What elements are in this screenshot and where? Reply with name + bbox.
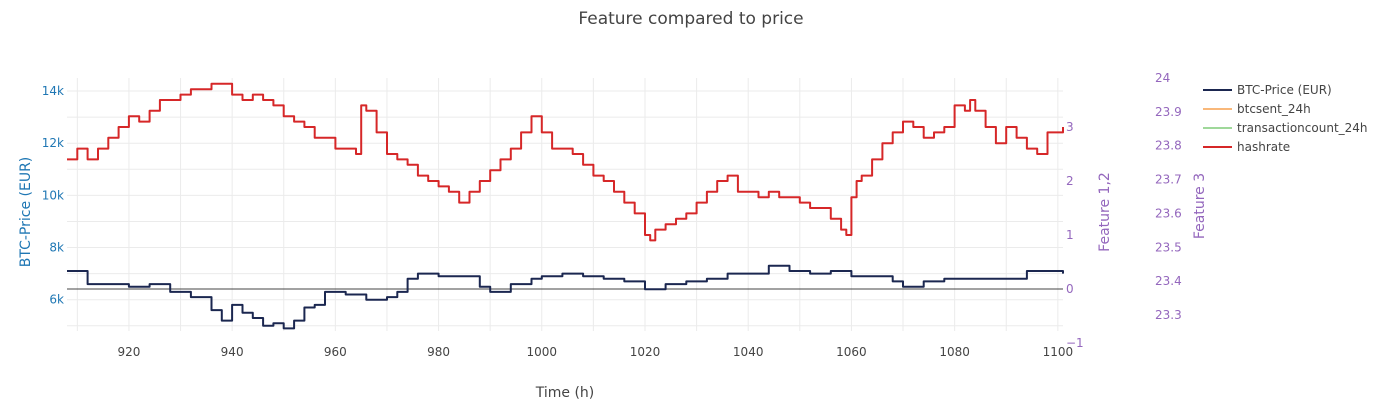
hashrate-line — [67, 82, 1064, 242]
y-axis-left: 6k 8k 10k 12k 14k — [42, 84, 64, 307]
y-right1-tick-label: 1 — [1066, 228, 1074, 242]
y-right2-tick-label: 23.6 — [1155, 206, 1182, 220]
x-tick-label: 980 — [427, 345, 450, 359]
y-right2-tick-label: 23.9 — [1155, 105, 1182, 119]
btc-price-eur-line — [67, 264, 1064, 330]
y-axis-right-1-title: Feature 1,2 — [1097, 172, 1113, 252]
legend-label: transactioncount_24h — [1237, 121, 1368, 135]
y-right2-tick-label: 23.8 — [1155, 139, 1182, 153]
legend-item[interactable]: btcsent_24h — [1203, 102, 1311, 116]
plot-area[interactable] — [67, 82, 1064, 330]
y-axis-right-2: 23.3 23.4 23.5 23.6 23.7 23.8 23.9 24 — [1155, 71, 1182, 322]
y-axis-left-title: BTC-Price (EUR) — [18, 157, 34, 268]
x-tick-label: 1080 — [939, 345, 970, 359]
legend-item[interactable]: hashrate — [1203, 140, 1290, 154]
x-tick-label: 1060 — [836, 345, 867, 359]
y-left-tick-label: 10k — [42, 188, 64, 202]
legend-label: BTC-Price (EUR) — [1237, 83, 1332, 97]
y-right1-tick-label: 3 — [1066, 120, 1074, 134]
y-right2-tick-label: 23.7 — [1155, 173, 1182, 187]
x-tick-label: 1000 — [527, 345, 558, 359]
chart-title: Feature compared to price — [578, 9, 803, 29]
y-right1-tick-label: −1 — [1066, 336, 1084, 350]
y-right2-tick-label: 23.3 — [1155, 308, 1182, 322]
y-right1-tick-label: 0 — [1066, 282, 1074, 296]
y-right2-tick-label: 23.4 — [1155, 274, 1182, 288]
x-axis-title: Time (h) — [535, 385, 595, 401]
y-right2-tick-label: 23.5 — [1155, 240, 1182, 254]
x-tick-label: 1020 — [630, 345, 661, 359]
legend-label: btcsent_24h — [1237, 102, 1311, 116]
legend: BTC-Price (EUR) btcsent_24h transactioncou… — [1203, 83, 1368, 154]
y-left-tick-label: 14k — [42, 84, 64, 98]
x-tick-label: 1040 — [733, 345, 764, 359]
y-axis-right-2-title: Feature 3 — [1192, 173, 1208, 239]
x-tick-label: 960 — [324, 345, 347, 359]
legend-item[interactable]: BTC-Price (EUR) — [1203, 83, 1332, 97]
x-tick-label: 920 — [117, 345, 140, 359]
y-right1-tick-label: 2 — [1066, 174, 1074, 188]
y-right2-tick-label: 24 — [1155, 71, 1170, 85]
y-left-tick-label: 6k — [49, 293, 64, 307]
legend-item[interactable]: transactioncount_24h — [1203, 121, 1368, 135]
grid — [67, 78, 1063, 331]
legend-label: hashrate — [1237, 140, 1290, 154]
y-left-tick-label: 12k — [42, 136, 64, 150]
x-axis: 920 940 960 980 1000 1020 1040 1060 1080 1100 — [117, 345, 1073, 359]
y-axis-right-1: −1 0 1 2 3 — [1066, 120, 1084, 350]
x-tick-label: 1100 — [1043, 345, 1074, 359]
x-tick-label: 940 — [221, 345, 244, 359]
y-left-tick-label: 8k — [49, 241, 64, 255]
